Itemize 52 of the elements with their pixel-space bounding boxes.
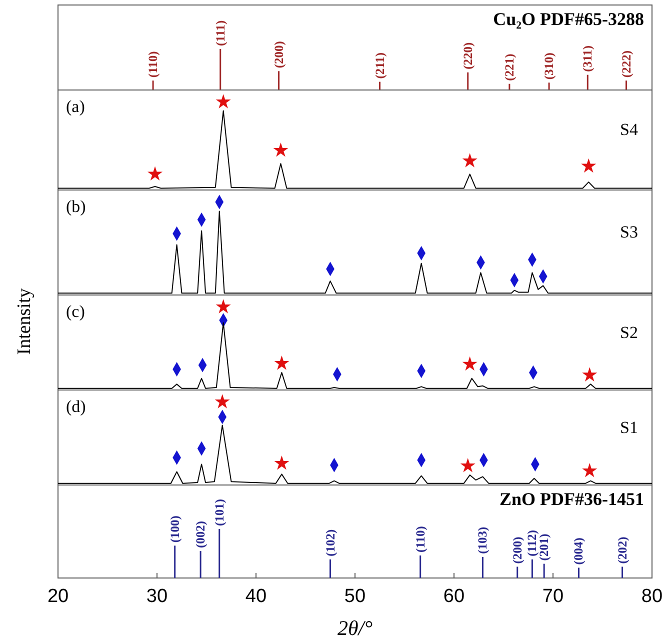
x-tick-label: 20 [47,586,69,607]
annotation: (222) [619,50,634,78]
annotation: (103) [476,526,490,554]
point [214,394,230,408]
annotation: (310) [542,52,556,80]
point [273,142,288,157]
annotation: (002) [194,520,208,548]
chart-title: ZnO PDF#36-1451 [499,489,644,509]
annotation: (201) [537,534,552,561]
x-tick-label: 30 [146,586,168,607]
annotation: (101) [212,498,226,526]
y-axis-title: Intensity [14,288,35,355]
point [582,367,598,382]
text: S3 [620,222,638,242]
point [216,94,231,108]
chart-title: Cu₂O PDF#65-3288 [493,9,644,29]
point [216,299,231,314]
x-tick-label: 40 [245,586,267,607]
annotation: (220) [460,42,475,70]
annotation: (110) [146,51,160,78]
chart-title: (d) [66,397,86,416]
chart-title: (b) [66,197,86,216]
annotation: (200) [510,536,524,564]
point [460,458,476,472]
annotation: (221) [502,54,516,81]
annotation: (211) [372,52,387,79]
x-axis-title: 2θ/° [337,616,374,640]
chart-title: (c) [66,302,85,321]
annotation: (102) [323,529,338,556]
chart-title: (a) [66,97,85,116]
annotation: (100) [168,516,182,543]
annotation: (311) [580,45,595,72]
annotation: (202) [615,536,630,564]
x-tick-label: 50 [344,586,366,607]
point [274,456,290,470]
x-tick-label: 80 [641,586,663,607]
point [148,166,163,181]
text: S1 [620,418,638,437]
text: S2 [620,322,638,342]
annotation: (111) [213,20,228,46]
x-tick-label: 60 [443,586,465,607]
text: S4 [620,120,638,139]
annotation: (110) [413,526,428,552]
point [462,356,478,371]
point [462,153,478,168]
point [582,462,598,478]
x-tick-label: 70 [542,586,564,607]
point [581,158,596,173]
annotation: (004) [572,538,586,565]
annotation: (112) [525,530,540,556]
annotation: (200) [272,41,286,68]
point [274,356,290,370]
